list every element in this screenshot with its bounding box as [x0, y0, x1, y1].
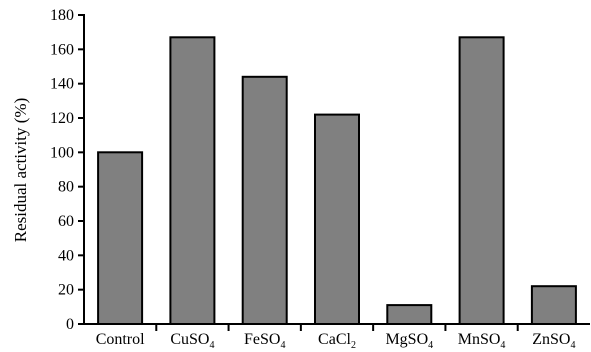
y-tick-label: 100	[50, 144, 74, 161]
bar-mnso4	[458, 36, 505, 326]
bars-group	[97, 36, 577, 326]
x-tick-label: MnSO4	[458, 331, 506, 351]
bar-mgso4	[386, 304, 433, 326]
axes-group	[83, 14, 590, 325]
y-tick-label: 120	[50, 110, 74, 127]
y-tick-label: 40	[58, 247, 74, 264]
y-tick-label: 60	[58, 213, 74, 230]
x-tick-label: Control	[96, 331, 145, 348]
y-tick-label: 20	[58, 282, 74, 299]
bar-cacl2	[314, 113, 360, 325]
bar-control	[97, 151, 144, 325]
y-tick-label: 80	[58, 179, 74, 196]
y-tick-label: 160	[50, 41, 74, 58]
x-tick-label: MgSO4	[385, 331, 433, 351]
y-tick-label: 140	[50, 76, 74, 93]
x-tick-label: CaCl2	[318, 331, 356, 351]
bar-feso4	[241, 75, 288, 325]
y-ticks-group: 0 20 40 60 80 100 120 140 160 180	[50, 7, 84, 333]
bar-cuso4	[169, 36, 216, 326]
x-tick-label: CuSO4	[170, 331, 214, 351]
x-tick-label: ZnSO4	[532, 331, 575, 351]
x-ticks-group: Control CuSO4 FeSO4 CaCl2 MgSO4 MnSO4 ZnSO4	[96, 324, 575, 351]
y-tick-label: 0	[66, 316, 74, 333]
y-axis-title: Residual activity (%)	[11, 98, 30, 242]
x-tick-label: FeSO4	[244, 331, 285, 351]
bar-znso4	[530, 285, 577, 326]
y-tick-label: 180	[50, 7, 74, 24]
